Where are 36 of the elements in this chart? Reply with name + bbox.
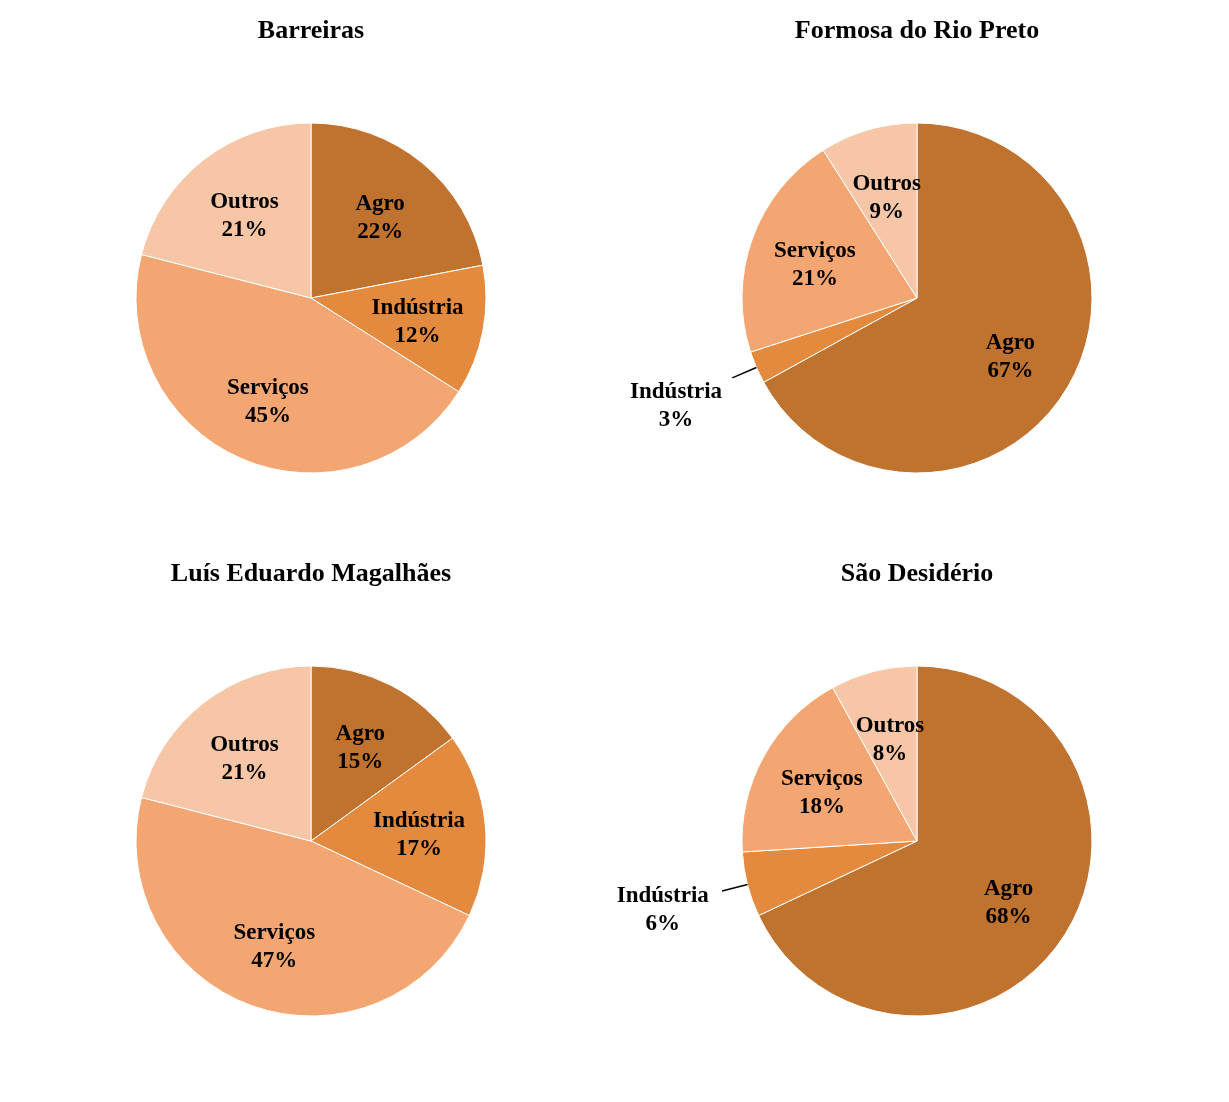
data-label: 8% <box>872 739 908 765</box>
slice-label: Agro <box>985 329 1036 355</box>
chart-title: Formosa do Rio Preto <box>794 15 1040 44</box>
data-label: 6% <box>645 910 680 936</box>
chart-title: Luís Eduardo Magalhães <box>170 558 452 587</box>
data-label: 21% <box>221 216 268 242</box>
slice-label: Indústria <box>630 378 723 404</box>
slice-label: Outros <box>210 731 279 757</box>
slice-label: Serviços <box>233 919 316 945</box>
data-label: 9% <box>869 197 904 223</box>
data-label: 68% <box>985 903 1032 929</box>
data-label: 18% <box>798 792 845 818</box>
data-label: 67% <box>987 357 1034 383</box>
slice-label: Outros <box>855 711 925 737</box>
slice-label: Serviços <box>781 764 863 790</box>
slice-label: Indústria <box>371 294 465 320</box>
data-label: 21% <box>791 265 838 291</box>
chart-title: São Desidério <box>840 558 994 587</box>
data-label: 22% <box>357 218 404 244</box>
data-label: 17% <box>396 834 443 860</box>
data-label: 45% <box>244 401 291 427</box>
data-label: 47% <box>251 947 298 973</box>
slice-label: Indústria <box>373 806 466 832</box>
data-label: 15% <box>337 748 384 774</box>
slice-label: Serviços <box>227 373 309 399</box>
slice-label: Outros <box>210 188 279 214</box>
data-label: 21% <box>221 759 268 785</box>
data-label: 3% <box>658 406 694 432</box>
slice-label: Agro <box>983 875 1034 901</box>
chart-title: Barreiras <box>257 15 365 44</box>
slice-label: Outros <box>852 169 922 195</box>
data-label: 12% <box>394 322 441 348</box>
slice-label: Serviços <box>774 237 856 263</box>
slice-label: Indústria <box>616 882 710 908</box>
slice-label: Agro <box>335 720 385 746</box>
slice-label: Agro <box>355 190 405 216</box>
